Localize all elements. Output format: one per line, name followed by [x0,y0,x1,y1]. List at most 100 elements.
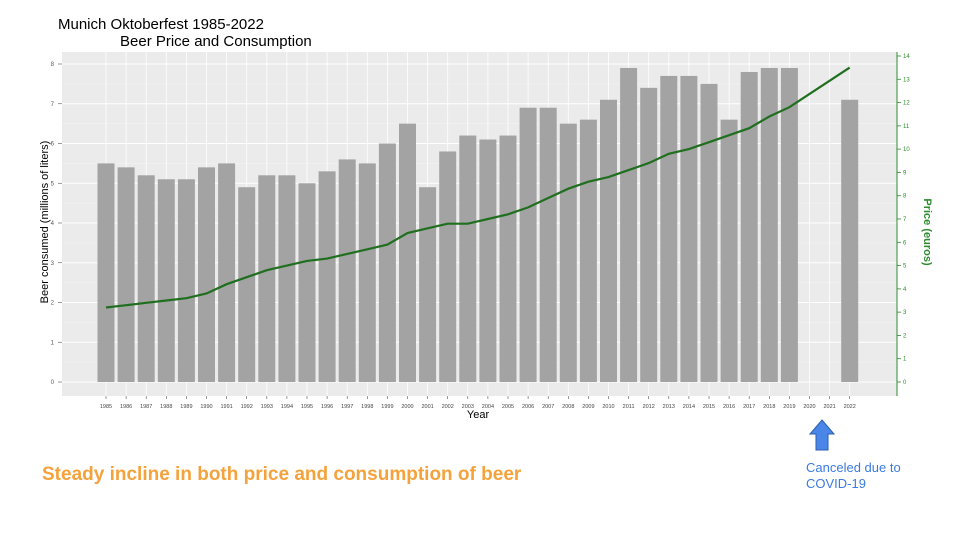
covid-annotation-line-1: Canceled due to [806,460,901,475]
price-line [105,66,851,309]
x-tick-label: 1987 [140,404,152,410]
caption-text: Steady incline in both price and consump… [42,464,522,485]
bar-2011 [620,67,638,382]
x-tick-label: 2022 [844,404,856,410]
y2-tick-label: 5 [903,264,907,270]
bar-2000 [399,123,416,382]
y-tick-label: 5 [51,181,55,187]
bar-1990 [198,167,215,382]
y2-tick-label: 10 [903,147,910,153]
bar-2017 [740,71,758,382]
y2-tick-label: 12 [903,101,910,107]
x-tick-label: 1996 [321,404,333,410]
x-tick-label: 1988 [160,404,172,410]
bar-1998 [358,163,376,382]
x-tick-label: 1998 [361,404,373,410]
y2-tick-label: 3 [903,310,907,316]
bar-2016 [720,119,738,383]
y-tick-label: 6 [51,142,55,148]
y2-tick-label: 1 [903,357,907,363]
x-tick-label: 2009 [582,404,594,410]
y-tick-label: 1 [51,340,55,346]
bar-2012 [640,87,658,382]
y2-tick-label: 9 [903,170,907,176]
y-tick-label: 4 [51,221,55,227]
bar-1988 [157,179,175,382]
x-tick-label: 2014 [683,404,695,410]
x-tick-label: 1992 [241,404,253,410]
y2-tick-label: 0 [903,380,907,386]
x-tick-label: 1999 [381,404,393,410]
y2-tick-label: 4 [903,287,907,293]
y2-tick-label: 11 [903,124,910,130]
covid-annotation-line-2: COVID-19 [806,476,866,491]
bar-2005 [499,135,517,382]
x-tick-label: 2006 [522,404,534,410]
bar-1995 [298,183,316,382]
x-tick-label: 2013 [663,404,675,410]
x-tick-label: 2000 [401,404,413,410]
x-tick-label: 2008 [562,404,574,410]
x-tick-label: 2020 [803,404,815,410]
bar-series [97,67,859,383]
bar-1991 [218,163,236,382]
bar-2019 [780,67,798,382]
left-axis-ticks: 0 1 2 3 4 5 6 7 8 [51,62,62,386]
bar-2004 [479,139,497,382]
x-tick-label: 2016 [723,404,735,410]
bar-2013 [660,75,678,383]
y-tick-label: 2 [51,301,55,307]
y-tick-label: 8 [51,62,55,68]
bar-2001 [419,187,437,382]
x-tick-label: 2011 [623,404,635,410]
x-axis-label: Year [467,409,490,421]
bar-2009 [579,119,597,383]
bar-2015 [700,83,718,382]
bar-2018 [760,67,778,382]
y2-tick-label: 7 [903,217,907,223]
x-tick-label: 1997 [341,404,353,410]
bar-2008 [559,123,577,382]
chart-title: Munich Oktoberfest 1985-2022 [58,16,264,33]
bar-2014 [680,75,698,383]
x-tick-label: 2004 [482,404,494,410]
chart-subtitle: Beer Price and Consumption [120,33,312,50]
x-tick-label: 1985 [100,404,112,410]
y-tick-label: 7 [51,102,55,108]
y2-tick-label: 13 [903,77,910,83]
x-tick-label: 1994 [281,404,293,410]
x-tick-label: 2018 [763,404,775,410]
x-tick-label: 1991 [220,404,232,410]
bar-1993 [258,175,276,382]
x-tick-label: 2021 [823,404,835,410]
x-tick-label: 2017 [743,404,755,410]
y2-tick-label: 8 [903,194,907,200]
x-tick-label: 2012 [643,404,655,410]
x-tick-label: 2010 [602,404,614,410]
bar-2010 [600,99,617,383]
y-tick-label: 3 [51,261,55,267]
bar-1986 [117,167,135,382]
x-tick-label: 1993 [261,404,273,410]
x-axis-ticks: 1985 1986 1987 1988 1989 1990 1991 1992 1993 1994… [100,396,856,410]
bar-2022 [841,99,859,383]
y2-tick-label: 14 [903,54,910,60]
bar-2006 [519,107,537,382]
bar-1985 [97,163,115,382]
bar-1992 [238,187,256,382]
x-tick-label: 2001 [421,404,433,410]
bar-1997 [338,159,356,382]
x-tick-label: 2019 [783,404,795,410]
bar-1994 [278,175,296,382]
x-tick-label: 2015 [703,404,715,410]
x-tick-label: 2007 [542,404,554,410]
y2-tick-label: 2 [903,333,907,339]
bar-1999 [378,143,396,382]
x-tick-label: 2003 [462,404,474,410]
x-tick-label: 1995 [301,404,313,410]
bar-1989 [177,179,195,382]
x-tick-label: 1990 [200,404,212,410]
bar-1996 [318,171,336,382]
